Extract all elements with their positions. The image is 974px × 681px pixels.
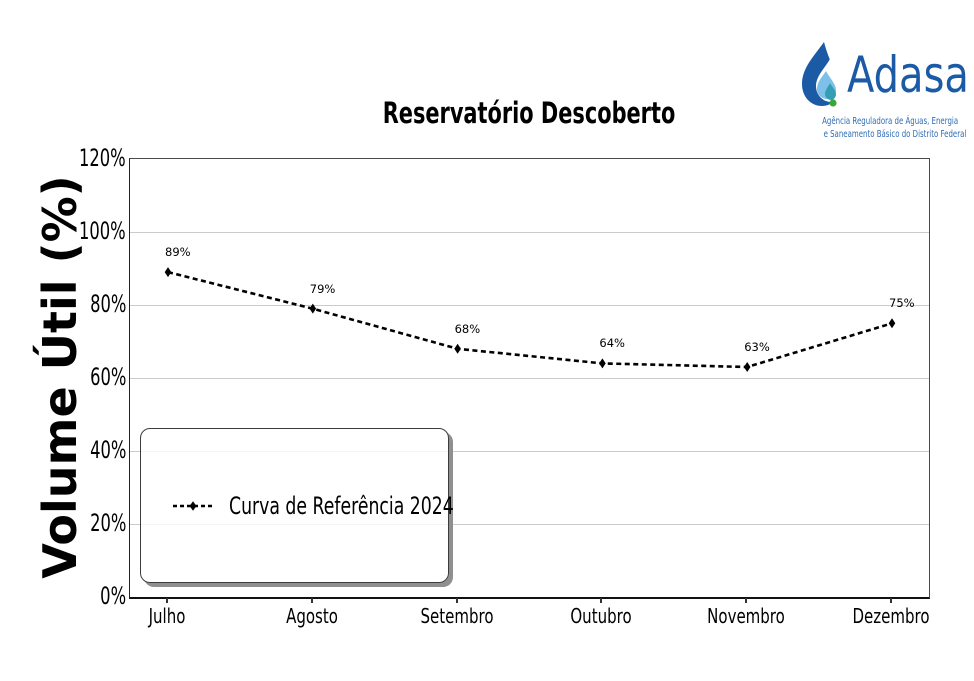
y-tick-label-120: 120% [79, 144, 126, 172]
y-tick-label-0: 0% [100, 582, 126, 610]
data-point-marker-outubro [599, 358, 606, 369]
x-tick-agosto [310, 598, 313, 603]
point-label-outubro: 64% [599, 336, 625, 351]
gridline-60 [130, 377, 929, 379]
x-tick-setembro [455, 598, 458, 603]
data-point-marker-dezembro [888, 318, 896, 329]
x-tick-dezembro [890, 598, 892, 603]
point-label-agosto: 79% [309, 281, 336, 296]
logo-tagline-line2: e Saneamento Básico do Distrito Federal [823, 128, 967, 140]
legend-box: Curva de Referência 2024 [140, 428, 454, 583]
x-tick-label-julho: Julho [148, 604, 186, 628]
data-point-marker-novembro [743, 362, 751, 373]
x-tick-julho [166, 598, 168, 603]
x-tick-novembro [745, 598, 748, 603]
x-tick-label-outubro: Outubro [570, 604, 633, 628]
chart-title: Reservatório Descoberto [382, 96, 676, 130]
logo-wordmark: Adasa [847, 46, 969, 104]
data-point-marker-setembro [454, 343, 461, 354]
legend-line-sample-icon [173, 500, 213, 511]
data-point-marker-agosto [309, 303, 317, 314]
logo-tagline: Agência Reguladora de Águas, Energia e S… [793, 116, 973, 141]
y-tick-label-80: 80% [89, 290, 126, 318]
gridline-80 [130, 304, 929, 306]
x-tick-label-dezembro: Dezembro [852, 604, 930, 628]
x-tick-label-agosto: Agosto [285, 604, 338, 628]
point-label-dezembro: 75% [889, 296, 915, 311]
data-point-marker-julho [164, 267, 172, 278]
gridline-20 [130, 523, 929, 525]
x-tick-label-novembro: Novembro [707, 604, 786, 628]
gridline-100 [130, 231, 929, 233]
legend-label: Curva de Referência 2024 [229, 491, 454, 520]
series-curva-de-referencia [164, 267, 896, 373]
y-tick-label-20: 20% [89, 509, 126, 537]
gridline-40 [130, 450, 929, 452]
adasa-logo: Adasa Agência Reguladora de Águas, Energ… [793, 40, 973, 145]
y-tick-label-60: 60% [89, 363, 126, 391]
x-tick-outubro [600, 598, 603, 603]
point-label-setembro: 68% [454, 321, 481, 336]
x-tick-label-setembro: Setembro [420, 604, 494, 628]
logo-tagline-line1: Agência Reguladora de Águas, Energia [822, 116, 959, 127]
water-drop-icon [802, 42, 844, 107]
point-label-julho: 89% [165, 245, 191, 260]
y-tick-label-40: 40% [89, 436, 126, 464]
point-label-novembro: 63% [744, 340, 770, 355]
y-tick-label-100: 100% [79, 217, 126, 245]
